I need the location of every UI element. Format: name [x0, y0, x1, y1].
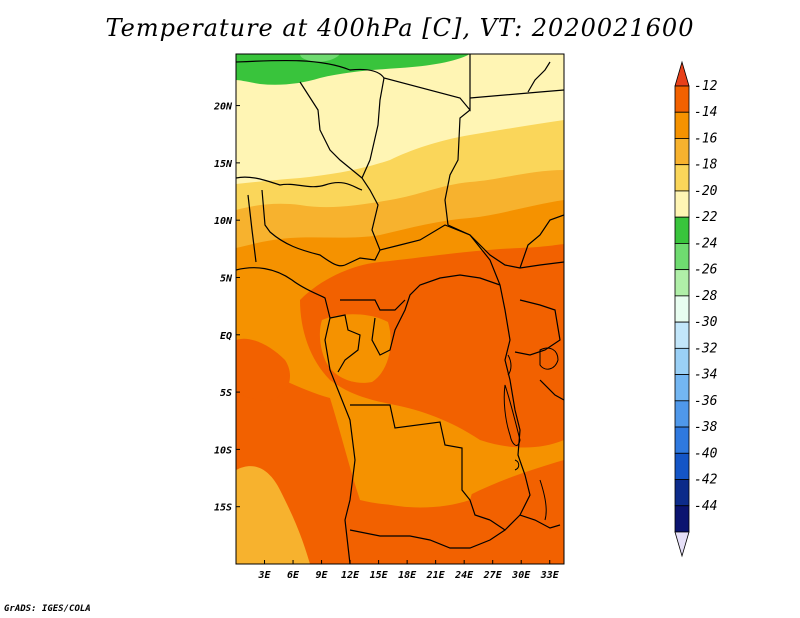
border-benin	[247, 194, 257, 263]
border-egypt-sudan	[444, 109, 471, 226]
colorbar-label: -32	[694, 341, 718, 356]
border-ethiopia	[519, 214, 564, 269]
colorbar-label: -12	[694, 79, 718, 94]
colorbar-label: -36	[694, 394, 718, 409]
border-cameroon-congo	[340, 299, 406, 311]
lat-tick-label: 20N	[213, 102, 233, 113]
colorbar-swatch	[674, 321, 690, 349]
colorbar-swatch	[674, 85, 690, 113]
colorbar-swatch	[674, 295, 690, 323]
colorbar-swatch	[674, 138, 690, 166]
border-car	[344, 224, 501, 286]
border-north-libya	[236, 54, 471, 112]
border-niger-chad	[299, 81, 363, 179]
contour-band-minus14-west	[236, 338, 290, 401]
lon-tick-label: 27E	[483, 570, 503, 581]
lat-tick-label: EQ	[220, 331, 232, 342]
grads-credit: GrADS: IGES/COLA	[4, 604, 91, 614]
border-coast-gulf	[236, 267, 356, 564]
lat-tick-label: 10S	[214, 445, 232, 456]
contour-band-minus20-ne-strip	[470, 54, 564, 62]
border-congo-drc	[371, 274, 501, 356]
border-uganda	[514, 299, 561, 356]
lat-tick-label: 5N	[220, 273, 233, 284]
lon-tick-label: 21E	[426, 570, 446, 581]
lon-tick-label: 24E	[454, 570, 474, 581]
contour-band-minus18-sw	[236, 466, 310, 564]
colorbar-label: -24	[694, 236, 717, 251]
border-gabon	[329, 314, 361, 373]
border-niger-south	[236, 176, 363, 191]
colorbar-swatch	[674, 216, 690, 244]
border-redsea	[527, 61, 551, 93]
border-angola-south	[349, 529, 506, 549]
colorbar-label: -34	[694, 368, 717, 383]
colorbar-label: -22	[694, 210, 718, 225]
lat-tick-label: 5S	[220, 388, 232, 399]
border-zambia	[489, 514, 561, 531]
map-frame	[235, 53, 565, 565]
lake-kivu	[507, 354, 512, 376]
colorbar-label: -44	[694, 499, 717, 514]
lat-tick-label: 15S	[214, 503, 232, 514]
lake-malawi	[539, 479, 547, 521]
lake-victoria	[539, 347, 559, 370]
contour-band-minus20-north	[236, 54, 564, 184]
lon-tick-label: 3E	[257, 570, 271, 581]
colorbar-swatch	[674, 426, 690, 454]
border-tanzania	[539, 379, 564, 401]
border-east-sudan	[469, 89, 564, 99]
colorbar-label: -28	[694, 289, 718, 304]
temperature-contours	[236, 54, 564, 564]
lon-tick-label: 12E	[341, 570, 360, 581]
lat-tick-label: 10N	[214, 216, 233, 227]
colorbar-swatch	[674, 111, 690, 139]
contour-band-minus14-central	[300, 244, 564, 448]
border-angola	[350, 404, 491, 521]
country-borders	[236, 54, 564, 564]
colorbar-swatch	[674, 452, 690, 480]
colorbar-swatch	[674, 243, 690, 271]
colorbar-label: -42	[694, 473, 718, 488]
colorbar-swatch	[674, 400, 690, 428]
colorbar-swatch	[674, 269, 690, 297]
colorbar-swatch	[674, 479, 690, 507]
colorbar-swatch	[674, 347, 690, 375]
colorbar-label: -14	[694, 105, 717, 120]
colorbar-bottom-triangle	[674, 531, 690, 558]
lon-tick-label: 15E	[370, 570, 389, 581]
border-nigeria	[261, 189, 346, 267]
lon-tick-label: 18E	[398, 570, 417, 581]
colorbar-label: -20	[694, 184, 718, 199]
longitude-axis: 3E 6E 9E 12E 15E 18E 21E 24E 27E 30E 33E	[257, 560, 560, 581]
colorbar: -12 -14 -16 -18 -20 -22 -24 -26 -28 -30 -32 -34 -36 -…	[674, 60, 718, 558]
colorbar-label: -38	[694, 420, 718, 435]
contour-band-minus24-green	[300, 54, 340, 62]
colorbar-label: -26	[694, 263, 718, 278]
colorbar-label: -40	[694, 446, 718, 461]
map-title: Temperature at 400hPa [C], VT: 202002160…	[105, 14, 695, 42]
contour-band-minus16-south	[356, 413, 474, 508]
colorbar-top-triangle	[674, 60, 690, 87]
lon-tick-label: 33E	[540, 570, 560, 581]
colorbar-swatch	[674, 505, 690, 533]
colorbar-label: -18	[694, 158, 718, 173]
border-drc-east	[499, 284, 531, 516]
lake-mweru	[514, 459, 520, 471]
lat-tick-label: 15N	[214, 159, 233, 170]
colorbar-swatch	[674, 164, 690, 192]
colorbar-label: -16	[694, 131, 718, 146]
lon-tick-label: 9E	[316, 570, 329, 581]
colorbar-label: -30	[694, 315, 718, 330]
contour-band-minus14-south	[236, 360, 564, 564]
latitude-axis: 20N 15N 10N 5N EQ 5S 10S 15S	[213, 102, 240, 514]
colorbar-swatch	[674, 190, 690, 218]
lake-outlines	[503, 347, 559, 521]
colorbar-swatch	[674, 374, 690, 402]
lon-tick-label: 30E	[511, 570, 531, 581]
lon-tick-label: 6E	[287, 570, 300, 581]
lake-tanganyika	[503, 384, 521, 446]
border-south-sudan	[447, 224, 564, 269]
